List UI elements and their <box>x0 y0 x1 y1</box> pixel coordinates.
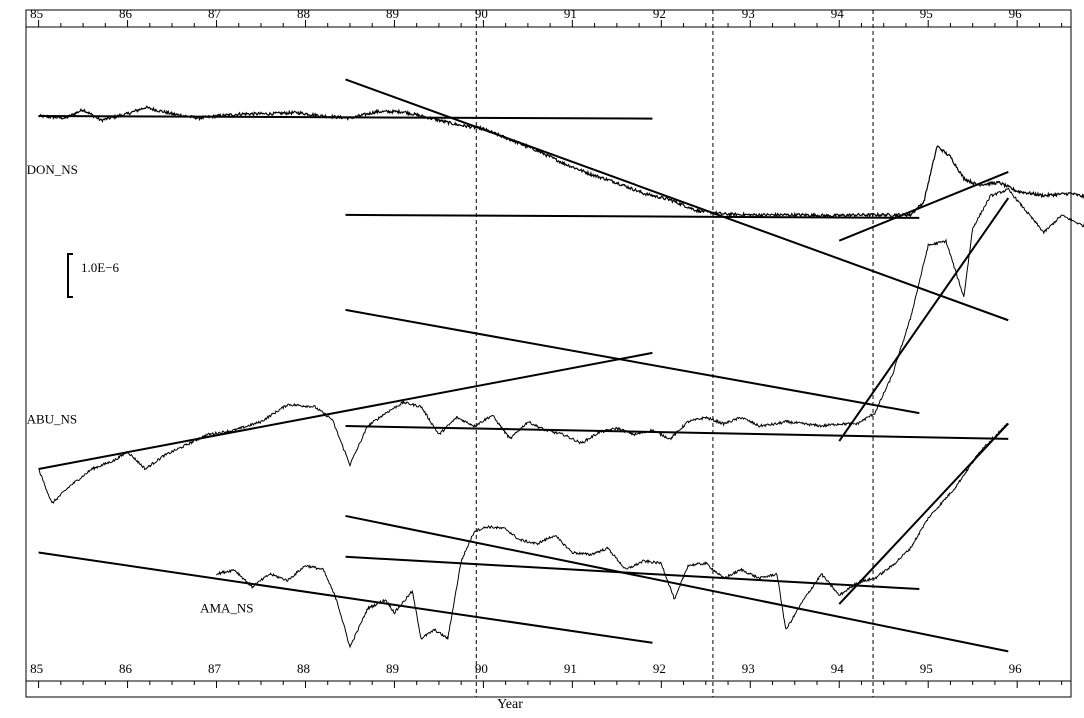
series-label: AMA_NS <box>200 600 253 615</box>
axes-layer: 85 85 86 86 87 87 88 88 89 89 90 90 91 91 92 92 93 93 94 94… <box>26 6 1071 688</box>
series-label: ABU_NS <box>27 412 78 427</box>
top-tick-label: 88 <box>297 6 310 21</box>
trend-line-1 <box>38 351 653 470</box>
scale-bar: 1.0E−6 <box>67 253 120 298</box>
top-tick-label: 91 <box>564 6 577 21</box>
scale-bar-label: 1.0E−6 <box>81 260 120 275</box>
top-tick-label: 94 <box>831 6 845 21</box>
bottom-tick-label: 92 <box>653 661 666 676</box>
series-trace <box>216 422 1009 649</box>
series-trace <box>38 187 1084 505</box>
trend-line-4 <box>838 422 1009 605</box>
top-tick-label: 92 <box>653 6 666 21</box>
bottom-tick-label: 87 <box>208 661 222 676</box>
plot-frame <box>25 9 1072 698</box>
trend-line-2 <box>345 78 1009 322</box>
trend-line-2 <box>345 425 1009 440</box>
event-lines <box>475 10 874 697</box>
bottom-tick-label: 94 <box>831 661 845 676</box>
top-tick-label: 86 <box>119 6 133 21</box>
top-tick-label: 87 <box>208 6 222 21</box>
bottom-tick-label: 93 <box>742 661 755 676</box>
top-tick-label: 85 <box>30 6 43 21</box>
bottom-tick-label: 85 <box>30 661 43 676</box>
trend-line-2 <box>345 514 1009 653</box>
trend-line-3 <box>345 213 920 219</box>
top-tick-label: 90 <box>475 6 488 21</box>
bottom-tick-label: 88 <box>297 661 310 676</box>
x-axis-label: Year <box>497 697 523 712</box>
trend-line-3 <box>345 308 920 415</box>
trend-line-1 <box>38 551 653 644</box>
trend-line-4 <box>838 170 1009 242</box>
series-don-ns: DON_NS <box>27 78 1084 322</box>
bottom-tick-label: 91 <box>564 661 577 676</box>
trend-line-4 <box>838 197 1010 442</box>
bottom-tick-label: 95 <box>920 661 933 676</box>
top-tick-label: 95 <box>920 6 933 21</box>
bottom-tick-label: 90 <box>475 661 488 676</box>
top-tick-label: 96 <box>1009 6 1023 21</box>
series-label: DON_NS <box>27 162 78 177</box>
trend-line-1 <box>38 115 653 120</box>
top-tick-label: 89 <box>386 6 399 21</box>
bottom-tick-label: 89 <box>386 661 399 676</box>
series-ama-ns: AMA_NS <box>38 422 1009 653</box>
trend-line-3 <box>345 555 920 591</box>
scale-bar-bracket <box>67 253 73 298</box>
series-trace <box>38 105 1084 219</box>
bottom-tick-label: 96 <box>1009 661 1023 676</box>
series-abu-ns: ABU_NS <box>27 187 1084 505</box>
bottom-tick-label: 86 <box>119 661 133 676</box>
top-tick-label: 93 <box>742 6 755 21</box>
series-layer: DON_NS ABU_NS AMA_NS <box>27 78 1084 653</box>
